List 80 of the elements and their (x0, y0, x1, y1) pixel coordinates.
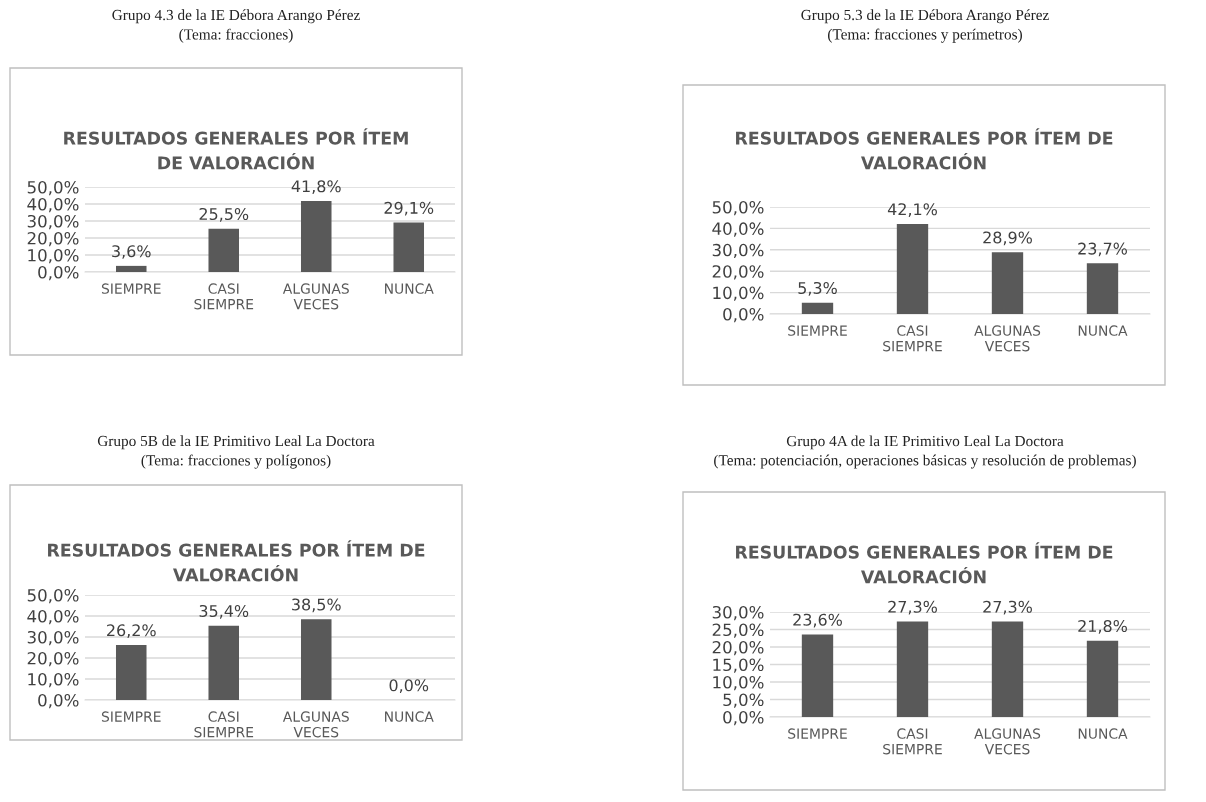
bar (801, 302, 834, 314)
data-label: 26,2% (107, 624, 156, 638)
bar (991, 621, 1024, 717)
bar (896, 621, 929, 717)
chart-title: RESULTADOS GENERALES POR ÍTEM DE VALORACIÓN (736, 542, 1113, 584)
data-label: 38,5% (292, 598, 341, 613)
chart-subtitle: Grupo 5B de la IE Primitivo Leal La Doctora (Tema: fracciones y polígonos) (97, 435, 375, 469)
chart-title: RESULTADOS GENERALES POR ÍTEM DE VALORACIÓN (64, 128, 408, 170)
bar (393, 222, 425, 272)
y-tick-label: 0,0% (38, 265, 79, 281)
x-tick-label: SIEMPRE (788, 325, 847, 336)
y-tick-label: 20,0% (27, 651, 79, 667)
y-tick-label: 25,0% (712, 623, 764, 638)
chart-subtitle: Grupo 4.3 de la IE Débora Arango Pérez (Tema: fracciones) (112, 9, 360, 43)
data-label: 0,0% (389, 679, 429, 693)
y-tick-label: 20,0% (712, 640, 764, 656)
bar (208, 625, 240, 700)
y-tick-label: 50,0% (712, 200, 764, 216)
data-label: 27,3% (983, 600, 1032, 615)
x-tick-label: CASI SIEMPRE (194, 283, 254, 310)
bar (1086, 640, 1119, 717)
chart-title: RESULTADOS GENERALES POR ÍTEM DE VALORACIÓN (48, 540, 425, 582)
y-tick-label: 10,0% (713, 675, 764, 691)
x-tick-label: NUNCA (385, 711, 434, 722)
y-tick-label: 30,0% (27, 214, 79, 230)
y-tick-label: 15,0% (713, 658, 764, 673)
x-tick-label: CASI SIEMPRE (194, 711, 254, 738)
y-tick-label: 40,0% (712, 222, 764, 237)
data-label: 35,4% (199, 604, 249, 619)
chart-title: RESULTADOS GENERALES POR ÍTEM DE VALORACIÓN (736, 128, 1113, 170)
data-label: 42,1% (887, 203, 937, 217)
x-tick-label: NUNCA (1078, 325, 1128, 336)
bar (115, 265, 147, 272)
x-tick-label: CASI SIEMPRE (883, 325, 942, 352)
x-tick-label: NUNCA (385, 283, 434, 294)
bar (115, 644, 147, 700)
x-tick-label: SIEMPRE (101, 283, 161, 294)
data-label: 23,6% (793, 613, 842, 628)
y-tick-label: 30,0% (712, 605, 764, 621)
bar (1086, 263, 1119, 314)
x-tick-label: ALGUNAS VECES (974, 325, 1041, 352)
x-tick-label: ALGUNAS VECES (282, 283, 349, 310)
data-label: 23,7% (1078, 242, 1127, 257)
y-tick-label: 0,0% (723, 307, 764, 323)
bar (300, 200, 332, 272)
data-label: 5,3% (798, 281, 837, 296)
data-label: 25,5% (199, 207, 249, 222)
chart-subtitle: Grupo 4A de la IE Primitivo Leal La Doctora (Tema: potenciación, operaciones básicas y resolución de problemas) (714, 435, 1136, 469)
y-tick-label: 30,0% (712, 243, 764, 259)
y-tick-label: 5,0% (723, 693, 764, 708)
bar (896, 223, 929, 314)
x-tick-label: NUNCA (1078, 728, 1128, 739)
x-tick-label: ALGUNAS VECES (282, 711, 349, 738)
y-tick-label: 20,0% (712, 265, 764, 280)
data-label: 27,3% (888, 600, 937, 615)
data-label: 3,6% (112, 245, 151, 259)
data-label: 21,8% (1078, 619, 1127, 634)
y-tick-label: 10,0% (28, 248, 79, 264)
bar (801, 634, 834, 717)
y-tick-label: 0,0% (38, 693, 79, 709)
bar (208, 228, 240, 272)
y-tick-label: 10,0% (713, 286, 764, 301)
y-tick-label: 30,0% (27, 630, 79, 646)
x-tick-label: CASI SIEMPRE (883, 728, 942, 755)
bar (991, 252, 1024, 314)
y-tick-label: 50,0% (27, 180, 79, 196)
y-tick-label: 50,0% (27, 588, 79, 604)
bar (300, 619, 332, 700)
x-tick-label: ALGUNAS VECES (974, 728, 1041, 755)
chart-subtitle: Grupo 5.3 de la IE Débora Arango Pérez (Tema: fracciones y perímetros) (801, 9, 1049, 43)
data-label: 29,1% (384, 201, 434, 216)
y-tick-label: 40,0% (27, 609, 79, 625)
y-tick-label: 0,0% (723, 710, 764, 726)
y-tick-label: 10,0% (28, 672, 79, 688)
x-tick-label: SIEMPRE (788, 728, 847, 739)
y-tick-label: 40,0% (27, 197, 79, 213)
data-label: 28,9% (983, 231, 1032, 246)
data-label: 41,8% (291, 180, 341, 194)
y-tick-label: 20,0% (27, 231, 79, 247)
x-tick-label: SIEMPRE (101, 711, 161, 722)
